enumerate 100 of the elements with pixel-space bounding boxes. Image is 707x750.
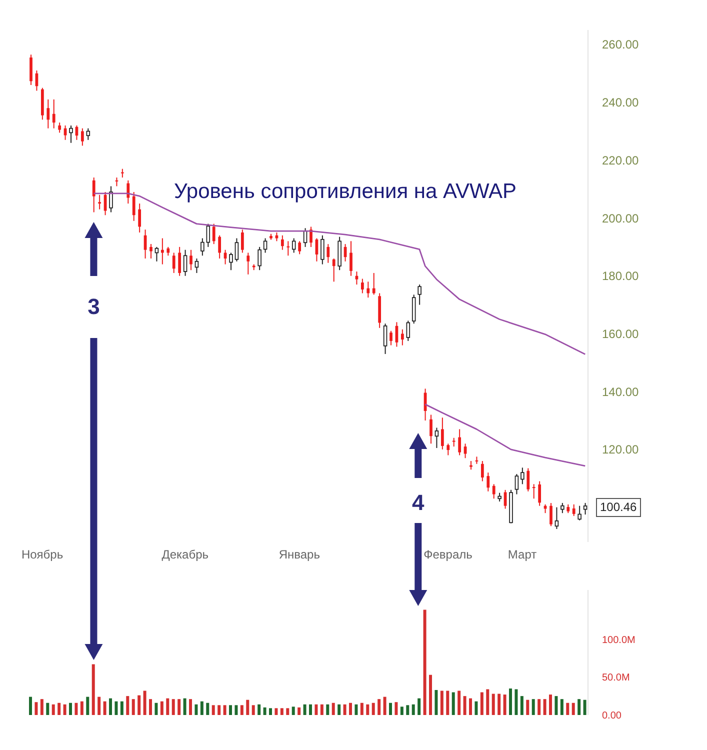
candlestick — [320, 234, 324, 265]
candlestick — [350, 240, 352, 276]
annotation: 4 — [411, 490, 426, 516]
bar — [138, 695, 141, 715]
candlestick — [446, 443, 450, 456]
bar — [172, 699, 175, 715]
candlestick — [458, 428, 462, 456]
candlestick — [92, 177, 96, 213]
candlestick — [298, 240, 302, 255]
bar — [194, 704, 198, 715]
y-tick-label: 260.00 — [602, 38, 640, 52]
bar — [292, 706, 295, 715]
candlestick — [206, 223, 210, 248]
bar — [560, 699, 564, 715]
bar — [360, 702, 364, 715]
bar — [492, 694, 495, 715]
bar — [149, 699, 152, 715]
bar — [526, 700, 530, 715]
bar — [189, 699, 192, 715]
bar — [378, 699, 381, 715]
bar — [229, 705, 232, 715]
candlestick — [366, 281, 370, 298]
bar — [532, 699, 535, 715]
candlestick — [560, 502, 564, 514]
candlestick — [132, 191, 136, 222]
candlestick — [418, 284, 422, 306]
bar — [58, 702, 61, 715]
x-tick-label: Декабрь — [162, 548, 209, 562]
bar — [246, 700, 250, 715]
bar — [29, 696, 32, 715]
candlestick — [98, 194, 102, 210]
bar — [86, 696, 90, 715]
candlestick — [190, 249, 192, 271]
candlestick — [514, 474, 519, 495]
candlestick — [440, 417, 444, 450]
bar — [446, 690, 450, 715]
candlestick — [572, 504, 576, 516]
candlestick — [246, 252, 250, 275]
bar — [326, 704, 330, 715]
bar — [252, 705, 255, 715]
bar — [514, 689, 518, 715]
bar — [320, 704, 324, 715]
candlestick — [292, 238, 296, 254]
bar — [566, 702, 570, 715]
candlestick — [412, 294, 416, 324]
bar — [394, 702, 398, 715]
candlestick — [486, 472, 490, 492]
bar — [303, 704, 306, 715]
bar — [458, 690, 461, 715]
candlestick — [212, 223, 216, 245]
bar — [434, 690, 438, 715]
bar — [349, 702, 352, 715]
bar — [269, 708, 272, 715]
y-tick-label: 220.00 — [602, 153, 640, 168]
bar — [549, 694, 552, 715]
bar — [40, 699, 44, 715]
bar — [69, 702, 72, 715]
candlestick — [200, 238, 204, 256]
candlestick — [550, 502, 552, 527]
bar — [463, 696, 466, 715]
bar — [474, 701, 478, 715]
bar — [314, 704, 318, 715]
candlestick — [578, 505, 582, 521]
bar — [406, 705, 410, 715]
bar — [423, 610, 426, 715]
bar — [109, 698, 112, 715]
bar — [63, 704, 66, 715]
bar — [46, 702, 50, 715]
candlestick — [160, 238, 164, 265]
candlestick — [263, 238, 268, 254]
candlestick — [154, 246, 159, 262]
bar — [412, 704, 415, 715]
y-tick-label: 240.00 — [602, 96, 640, 110]
candlestick — [360, 278, 364, 294]
candlestick — [492, 484, 496, 500]
bar — [418, 698, 421, 715]
bar — [206, 702, 210, 715]
candlestick — [332, 258, 336, 282]
bar — [354, 704, 358, 715]
candlestick — [532, 484, 536, 500]
annotation: Уровень сопротивления на AVWAP — [174, 180, 518, 204]
bar — [132, 699, 135, 715]
candlestick — [310, 226, 312, 248]
bar — [440, 690, 444, 715]
candlestick — [430, 414, 432, 444]
bar — [343, 704, 346, 715]
bar — [80, 701, 84, 715]
y-tick-label: 100.0M — [602, 634, 636, 646]
bar — [520, 696, 524, 715]
bar — [498, 694, 501, 715]
candlestick — [554, 506, 559, 530]
candlestick — [464, 443, 467, 459]
bar — [543, 699, 546, 715]
candlestick — [109, 186, 113, 213]
candlestick — [280, 234, 284, 250]
candlestick — [240, 229, 244, 254]
candlestick — [224, 249, 227, 265]
x-tick-label: Январь — [278, 548, 320, 562]
candlestick — [520, 467, 524, 485]
bar — [212, 705, 215, 715]
